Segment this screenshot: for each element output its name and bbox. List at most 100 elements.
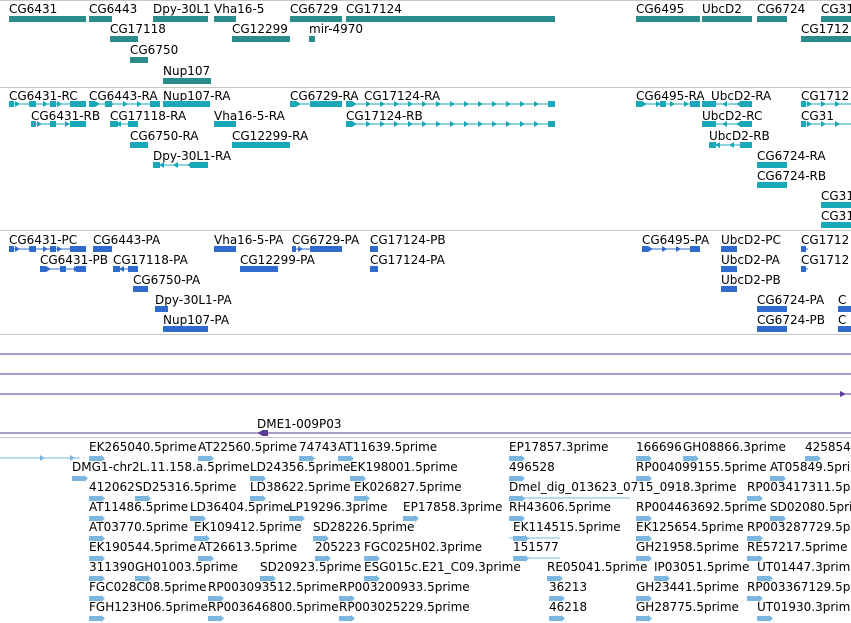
est-arrow[interactable]: [376, 555, 380, 562]
transcript-label[interactable]: UbcD2-RB: [709, 129, 770, 143]
transcript-exon[interactable]: [105, 101, 112, 107]
est-arrow[interactable]: [262, 475, 266, 482]
transcript-arrow[interactable]: [534, 121, 539, 127]
gene-label[interactable]: CG17124: [346, 2, 402, 16]
protein-label[interactable]: C: [838, 293, 847, 307]
transcript-label[interactable]: Vha16-5-RA: [214, 109, 285, 123]
protein-arrow[interactable]: [246, 266, 251, 272]
transcript-arrow[interactable]: [743, 142, 748, 148]
gene-feature[interactable]: [801, 36, 851, 42]
transcript-arrow[interactable]: [841, 202, 846, 208]
gene-label[interactable]: CG6431: [9, 2, 58, 16]
est-arrow[interactable]: [648, 475, 652, 482]
est-arrow[interactable]: [301, 515, 305, 522]
est-feature[interactable]: [194, 536, 206, 541]
transcript-label[interactable]: CG6495-RA: [636, 89, 705, 103]
transcript-arrow[interactable]: [548, 121, 553, 127]
est-arrow[interactable]: [262, 495, 266, 502]
protein-label[interactable]: CG6724-PA: [757, 293, 825, 307]
est-label[interactable]: SD20923.5prime: [260, 560, 362, 574]
est-arrow[interactable]: [759, 555, 763, 562]
est-feature[interactable]: [89, 456, 101, 461]
transcript-arrow[interactable]: [116, 121, 121, 127]
transcript-arrow[interactable]: [422, 101, 427, 107]
est-feature[interactable]: [299, 456, 311, 461]
est-feature[interactable]: [339, 596, 351, 601]
transcript-arrow[interactable]: [777, 182, 782, 188]
est-feature[interactable]: [354, 496, 366, 501]
est-feature[interactable]: [770, 516, 782, 521]
protein-label[interactable]: CG6431-PC: [9, 233, 78, 247]
protein-arrow[interactable]: [57, 246, 62, 252]
est-feature[interactable]: [509, 456, 521, 461]
est-arrow[interactable]: [648, 615, 652, 622]
protein-label[interactable]: UbcD2-PA: [721, 253, 780, 267]
transcript-arrow[interactable]: [478, 121, 483, 127]
transcript-arrow[interactable]: [220, 121, 225, 127]
transcript-arrow[interactable]: [835, 101, 840, 107]
protein-arrow[interactable]: [727, 246, 732, 252]
transcript-exon[interactable]: [290, 101, 296, 107]
protein-label[interactable]: CG1712: [801, 253, 850, 267]
est-label[interactable]: LD24356.5prime: [250, 460, 351, 474]
protein-exon[interactable]: [240, 266, 278, 272]
protein-arrow[interactable]: [298, 246, 303, 252]
transcript-label[interactable]: CG31: [821, 209, 851, 223]
est-label[interactable]: GH01003.5prime: [135, 560, 238, 574]
transcript-exon[interactable]: [757, 182, 787, 188]
transcript-exon[interactable]: [709, 142, 716, 148]
transcript-exon[interactable]: [89, 101, 95, 107]
transcript-exon[interactable]: [801, 121, 806, 127]
transcript-arrow[interactable]: [187, 162, 192, 168]
transcript-exon[interactable]: [821, 202, 851, 208]
protein-exon[interactable]: [757, 326, 787, 332]
gene-label[interactable]: Dpy-30L1: [153, 2, 211, 16]
est-label[interactable]: 311390: [89, 560, 135, 574]
transcript-arrow[interactable]: [506, 121, 511, 127]
protein-exon[interactable]: [370, 266, 378, 272]
est-label[interactable]: EK198001.5prime: [350, 460, 458, 474]
transcript-arrow[interactable]: [252, 142, 257, 148]
protein-arrow[interactable]: [46, 266, 51, 272]
protein-label[interactable]: Dpy-30L1-PA: [155, 293, 232, 307]
est-arrow[interactable]: [220, 595, 224, 602]
est-arrow[interactable]: [759, 535, 763, 542]
transcript-arrow[interactable]: [29, 101, 34, 107]
est-feature[interactable]: [89, 496, 101, 501]
est-label[interactable]: EK109412.5prime: [194, 520, 302, 534]
gene-feature[interactable]: [309, 36, 315, 42]
est-label[interactable]: EK265040.5prime: [89, 440, 197, 454]
protein-arrow[interactable]: [119, 266, 124, 272]
est-arrow[interactable]: [101, 535, 105, 542]
transcript-exon[interactable]: [50, 101, 56, 107]
transcript-exon[interactable]: [821, 222, 851, 228]
protein-label[interactable]: CG6750-PA: [133, 273, 201, 287]
est-feature[interactable]: [89, 616, 101, 621]
transcript-label[interactable]: CG17124-RA: [364, 89, 441, 103]
transcript-arrow[interactable]: [464, 121, 469, 127]
est-feature[interactable]: [747, 496, 759, 501]
protein-label[interactable]: CG12299-PA: [240, 253, 315, 267]
est-label[interactable]: Dmel_dig_013623_0715_0918.3prime: [509, 480, 737, 494]
est-feature[interactable]: [89, 516, 101, 521]
est-feature[interactable]: [72, 476, 84, 481]
transcript-arrow[interactable]: [656, 101, 661, 107]
transcript-arrow[interactable]: [841, 222, 846, 228]
est-arrow[interactable]: [210, 555, 214, 562]
est-label[interactable]: DMG1-chr2L.11.158.a.5prime: [72, 460, 250, 474]
transcript-arrow[interactable]: [436, 121, 441, 127]
est-arrow[interactable]: [40, 455, 45, 461]
gene-feature[interactable]: [110, 36, 138, 42]
gene-label[interactable]: CG1712: [801, 22, 850, 36]
est-feature[interactable]: [547, 576, 559, 581]
est-arrow[interactable]: [666, 575, 670, 582]
est-arrow[interactable]: [521, 475, 525, 482]
transcript-arrow[interactable]: [835, 121, 840, 127]
protein-exon[interactable]: [801, 266, 806, 272]
transcript-arrow[interactable]: [534, 101, 539, 107]
est-label[interactable]: UT01447.3prime: [757, 560, 851, 574]
transcript-arrow[interactable]: [422, 121, 427, 127]
est-feature[interactable]: [208, 596, 220, 601]
transcript-arrow[interactable]: [366, 101, 371, 107]
protein-arrow[interactable]: [139, 286, 144, 292]
